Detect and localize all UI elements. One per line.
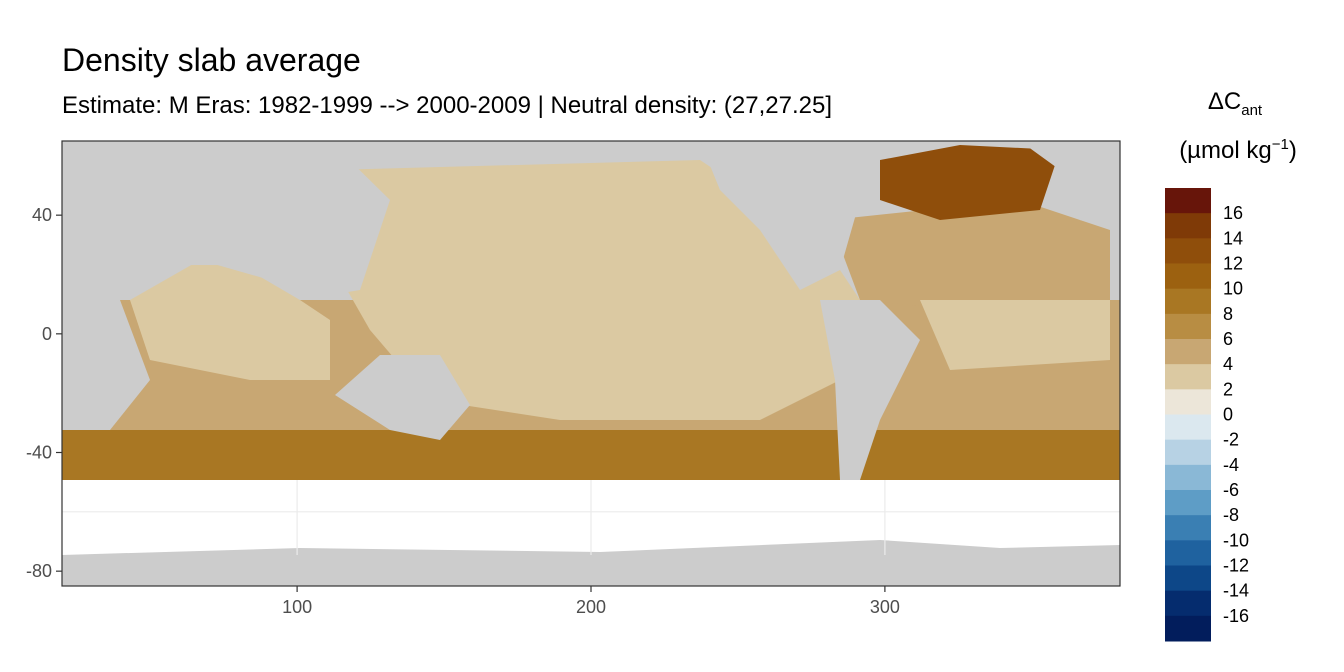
x-tick-label: 100	[282, 597, 312, 617]
legend-swatch	[1165, 313, 1211, 340]
gridlines	[62, 480, 1120, 555]
legend-label: -2	[1223, 430, 1239, 450]
legend-swatch	[1165, 565, 1211, 592]
legend-swatch	[1165, 364, 1211, 390]
land-south-america	[820, 300, 920, 480]
legend-title: ΔCant	[1207, 88, 1263, 119]
zone-north-atlantic-subtropical	[830, 200, 1110, 310]
legend-swatch	[1165, 213, 1211, 239]
legend-label: 16	[1223, 203, 1243, 223]
legend-label: -16	[1223, 606, 1249, 626]
legend-label: 6	[1223, 329, 1233, 349]
legend: 16 14 12 10 8 6 4 2 0 -2 -4 -6 -8 -10 -12 -14 -16	[1165, 188, 1249, 642]
y-tick-label: 40	[32, 205, 52, 225]
legend-swatch	[1165, 464, 1211, 491]
land-antarctica	[62, 540, 1120, 586]
ocean-field	[62, 145, 1120, 480]
legend-swatch	[1165, 414, 1211, 441]
legend-unit: (µmol kg−1)	[1179, 136, 1297, 164]
legend-label: 2	[1223, 379, 1233, 399]
legend-swatch	[1165, 439, 1211, 466]
legend-label: -12	[1223, 556, 1249, 576]
land-africa	[62, 300, 150, 430]
x-tick-label: 200	[576, 597, 606, 617]
legend-swatch	[1165, 288, 1211, 315]
legend-swatch	[1165, 263, 1211, 290]
legend-label: -8	[1223, 505, 1239, 525]
legend-label: 4	[1223, 354, 1233, 374]
land-eurasia	[62, 141, 390, 300]
legend-swatch	[1165, 339, 1211, 365]
legend-label: 12	[1223, 254, 1243, 274]
legend-label: 8	[1223, 304, 1233, 324]
land-north-america	[700, 141, 860, 290]
legend-swatch	[1165, 540, 1211, 566]
legend-label: 14	[1223, 228, 1243, 248]
legend-label: -14	[1223, 581, 1249, 601]
x-tick-label: 300	[870, 597, 900, 617]
zone-indian-north	[130, 260, 330, 380]
legend-label: -10	[1223, 530, 1249, 550]
legend-label: -4	[1223, 455, 1239, 475]
y-tick-label: -40	[26, 443, 52, 463]
legend-swatch	[1165, 490, 1211, 516]
legend-swatch	[1165, 515, 1211, 541]
zone-pacific	[330, 160, 860, 420]
zone-tropical-atlantic	[920, 300, 1110, 370]
legend-swatch	[1165, 188, 1211, 214]
legend-label: 10	[1223, 279, 1243, 299]
y-tick-label: -80	[26, 561, 52, 581]
y-tick-label: 0	[42, 324, 52, 344]
legend-label: 0	[1223, 405, 1233, 425]
chart-title: Density slab average	[62, 42, 361, 78]
map-panel	[61, 140, 1121, 587]
legend-swatch	[1165, 590, 1211, 617]
legend-swatch	[1165, 615, 1211, 642]
land-europe	[1020, 141, 1120, 230]
chart-subtitle: Estimate: M Eras: 1982-1999 --> 2000-200…	[62, 92, 832, 119]
legend-label: -6	[1223, 480, 1239, 500]
zone-southern-band	[62, 430, 1120, 480]
zone-north-atlantic-subpolar	[880, 145, 1060, 220]
land-australia	[335, 355, 470, 440]
legend-swatch	[1165, 389, 1211, 415]
legend-swatch	[1165, 238, 1211, 264]
land-masses	[62, 141, 1120, 480]
